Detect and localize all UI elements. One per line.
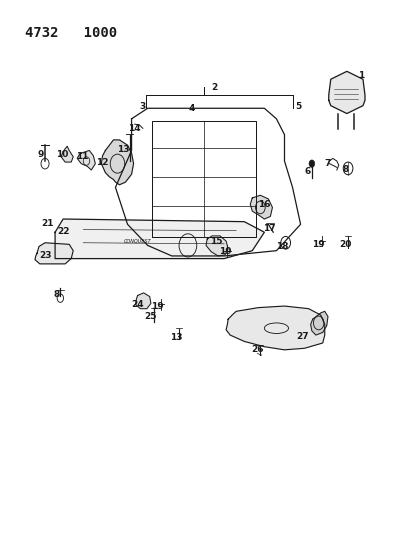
- Text: 19: 19: [313, 240, 325, 249]
- Text: CONQUEST: CONQUEST: [124, 238, 151, 243]
- Polygon shape: [101, 140, 133, 185]
- Text: 25: 25: [144, 312, 157, 321]
- Text: 8: 8: [343, 165, 349, 174]
- Circle shape: [309, 160, 315, 167]
- Text: 20: 20: [339, 240, 352, 249]
- Text: 13: 13: [117, 145, 130, 154]
- Text: 26: 26: [251, 345, 264, 354]
- Text: 12: 12: [96, 158, 109, 167]
- Polygon shape: [226, 306, 325, 350]
- Text: 24: 24: [131, 300, 144, 309]
- Text: 23: 23: [39, 252, 51, 261]
- Text: 19: 19: [219, 247, 231, 256]
- Text: 9: 9: [38, 150, 44, 159]
- Polygon shape: [206, 236, 228, 256]
- Text: 4: 4: [189, 104, 195, 113]
- Text: 5: 5: [295, 102, 302, 111]
- Text: 22: 22: [58, 227, 70, 236]
- Polygon shape: [35, 243, 73, 264]
- Text: 14: 14: [129, 124, 141, 133]
- Text: 13: 13: [171, 333, 183, 342]
- Text: 6: 6: [304, 167, 310, 176]
- Text: 19: 19: [151, 302, 164, 311]
- Text: 15: 15: [210, 237, 222, 246]
- Polygon shape: [77, 150, 95, 170]
- Text: 16: 16: [258, 200, 271, 209]
- Text: 18: 18: [276, 242, 289, 251]
- Text: 8: 8: [54, 290, 60, 299]
- Polygon shape: [135, 293, 151, 309]
- Text: 10: 10: [56, 150, 69, 159]
- Text: 17: 17: [263, 224, 276, 233]
- Text: 2: 2: [211, 83, 217, 92]
- Polygon shape: [55, 219, 264, 259]
- Polygon shape: [250, 195, 273, 219]
- Text: 11: 11: [76, 152, 89, 161]
- Polygon shape: [310, 311, 328, 335]
- Polygon shape: [329, 71, 365, 114]
- Text: 1: 1: [358, 71, 364, 80]
- Polygon shape: [61, 146, 73, 162]
- Text: 7: 7: [325, 159, 331, 168]
- Text: 3: 3: [140, 102, 146, 111]
- Text: 27: 27: [296, 332, 309, 341]
- Text: 4732   1000: 4732 1000: [25, 26, 117, 40]
- Text: 21: 21: [42, 219, 54, 228]
